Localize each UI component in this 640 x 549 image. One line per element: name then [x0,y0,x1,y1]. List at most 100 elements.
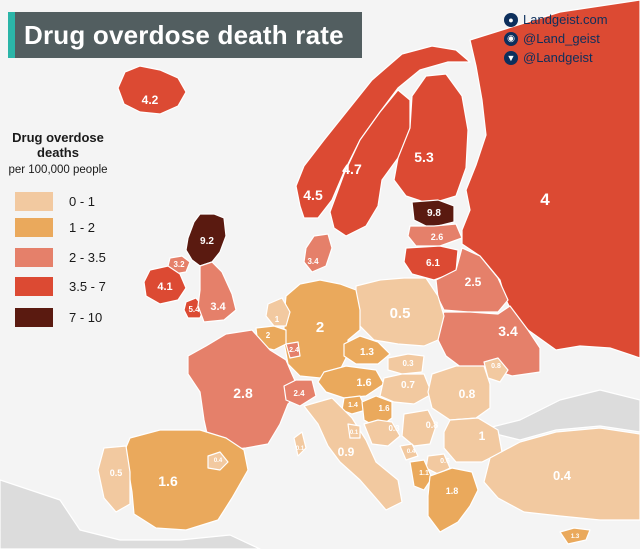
social-website[interactable]: ● Landgeist.com [504,10,608,29]
value-label-northern-ireland: 3.2 [173,260,185,269]
value-label-luxembourg: 2.4 [289,347,299,354]
value-label-finland: 5.3 [414,149,434,165]
value-label-england: 3.4 [210,301,226,313]
value-label-serbia: 0.8 [426,420,439,430]
legend-item-4: 7 - 10 [15,308,102,327]
region-portugal [97,445,131,513]
region-switzerland [283,379,317,407]
nodata-land-0 [0,479,261,549]
map-title: Drug overdose death rate [8,12,362,58]
legend-label-0: 0 - 1 [69,194,96,209]
social-twitter[interactable]: ▼ @Landgeist [504,48,608,67]
value-label-lithuania: 6.1 [426,258,440,269]
value-label-hungary: 0.7 [401,380,415,391]
legend-item-1: 1 - 2 [15,218,95,237]
map-title-text: Drug overdose death rate [24,19,344,50]
legend-swatch-1 [15,218,53,237]
region-slovakia [387,353,425,375]
value-label-portugal: 0.5 [110,468,123,478]
region-austria [317,365,385,399]
region-romania [427,365,491,421]
value-label-cyprus: 1.3 [571,534,580,540]
value-label-moldova: 0.8 [491,363,501,370]
legend-subtitle: per 100,000 people [8,164,108,176]
region-turkey [483,427,640,521]
value-label-ireland: 4.1 [157,281,172,293]
value-label-denmark: 3.4 [307,257,319,266]
value-label-estonia: 9.8 [427,208,441,219]
social-links: ● Landgeist.com ◉ @Land_geist ▼ @Landgei… [504,10,608,67]
value-label-romania: 0.8 [459,387,476,401]
value-label-czechia: 1.3 [360,347,374,358]
value-label-netherlands: 1 [275,315,280,324]
instagram-icon: ◉ [504,31,518,46]
region-czechia [343,335,391,365]
legend-label-3: 3.5 - 7 [69,279,106,294]
value-label-bulgaria: 1 [479,429,486,443]
region-italy [303,397,403,511]
region-san-marino [347,423,361,439]
twitter-icon: ▼ [504,50,518,65]
value-label-greece: 1.8 [446,486,459,496]
region-russia [461,0,640,359]
region-luxembourg [285,341,301,359]
region-andorra [207,451,229,471]
region-albania [409,459,433,491]
value-label-slovakia: 0.3 [402,359,414,368]
value-label-ukraine: 3.4 [498,323,518,339]
nodata-land-1 [479,389,640,441]
value-label-belgium: 2 [266,331,271,340]
value-label-switzerland: 2.4 [293,389,305,398]
region-france [187,329,301,451]
region-bulgaria [443,417,503,463]
value-label-france: 2.8 [233,385,253,401]
value-label-montenegro: 0.4 [407,449,416,455]
region-ireland [143,265,187,305]
region-cyprus [559,527,591,545]
value-label-germany: 2 [316,319,324,336]
value-label-iceland: 4.2 [142,93,159,107]
region-montenegro [399,443,419,461]
value-label-bosnia: 0.3 [388,424,400,433]
region-croatia [361,395,393,429]
value-label-poland: 0.5 [390,305,411,322]
globe-icon: ● [504,12,518,27]
value-label-sweden: 4.7 [342,161,362,177]
region-ukraine [437,305,541,377]
region-serbia [401,409,437,447]
value-label-belarus: 2.5 [465,275,482,289]
region-finland [393,73,469,205]
legend-swatch-4 [15,308,53,327]
title-accent-bar [8,12,15,58]
social-instagram[interactable]: ◉ @Land_geist [504,29,608,48]
social-twitter-text: @Landgeist [523,50,593,65]
value-label-turkey: 0.4 [553,468,572,483]
region-hungary [379,373,433,405]
value-label-russia: 4 [540,190,550,209]
legend-swatch-0 [15,192,53,211]
region-latvia [407,223,463,247]
legend-item-3: 3.5 - 7 [15,277,106,296]
legend-label-2: 2 - 3.5 [69,250,106,265]
legend-swatch-3 [15,277,53,296]
region-norway [295,45,471,219]
legend-item-2: 2 - 3.5 [15,248,106,267]
region-scotland [185,213,227,267]
value-label-scotland: 9.2 [200,236,214,247]
legend-swatch-2 [15,248,53,267]
value-label-norway: 4.5 [303,187,323,203]
value-label-slovenia: 1.4 [348,402,358,409]
value-label-italy: 0.9 [338,445,355,459]
value-label-wales: 5.4 [188,305,200,314]
value-label-san-marino: 0.1 [350,430,359,436]
region-greece [427,467,479,533]
value-label-spain: 1.6 [158,473,178,489]
value-label-andorra: 0.4 [214,458,223,464]
region-iceland [117,65,187,115]
region-belarus [435,247,509,313]
region-england [197,261,237,323]
value-label-corsica: 0.1 [296,446,305,452]
value-label-latvia: 2.6 [431,232,444,242]
legend-item-0: 0 - 1 [15,192,95,211]
value-label-croatia: 1.6 [378,404,390,413]
